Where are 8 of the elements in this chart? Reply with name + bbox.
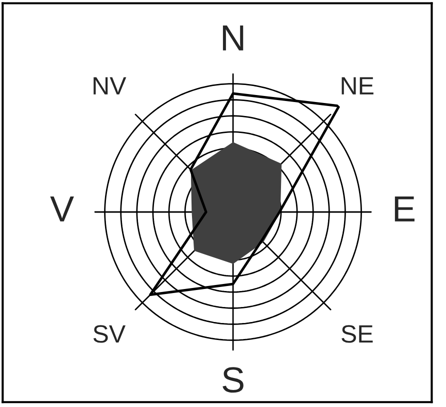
- spoke-label: NV: [94, 77, 126, 94]
- spoke-label: V: [50, 196, 74, 222]
- spoke-label: S: [222, 367, 244, 393]
- spoke-label: SE: [342, 325, 373, 343]
- spoke-label: SV: [93, 325, 126, 343]
- spoke-label: E: [394, 196, 415, 222]
- spoke-label: N: [222, 26, 244, 50]
- spoke-label: NE: [342, 77, 374, 94]
